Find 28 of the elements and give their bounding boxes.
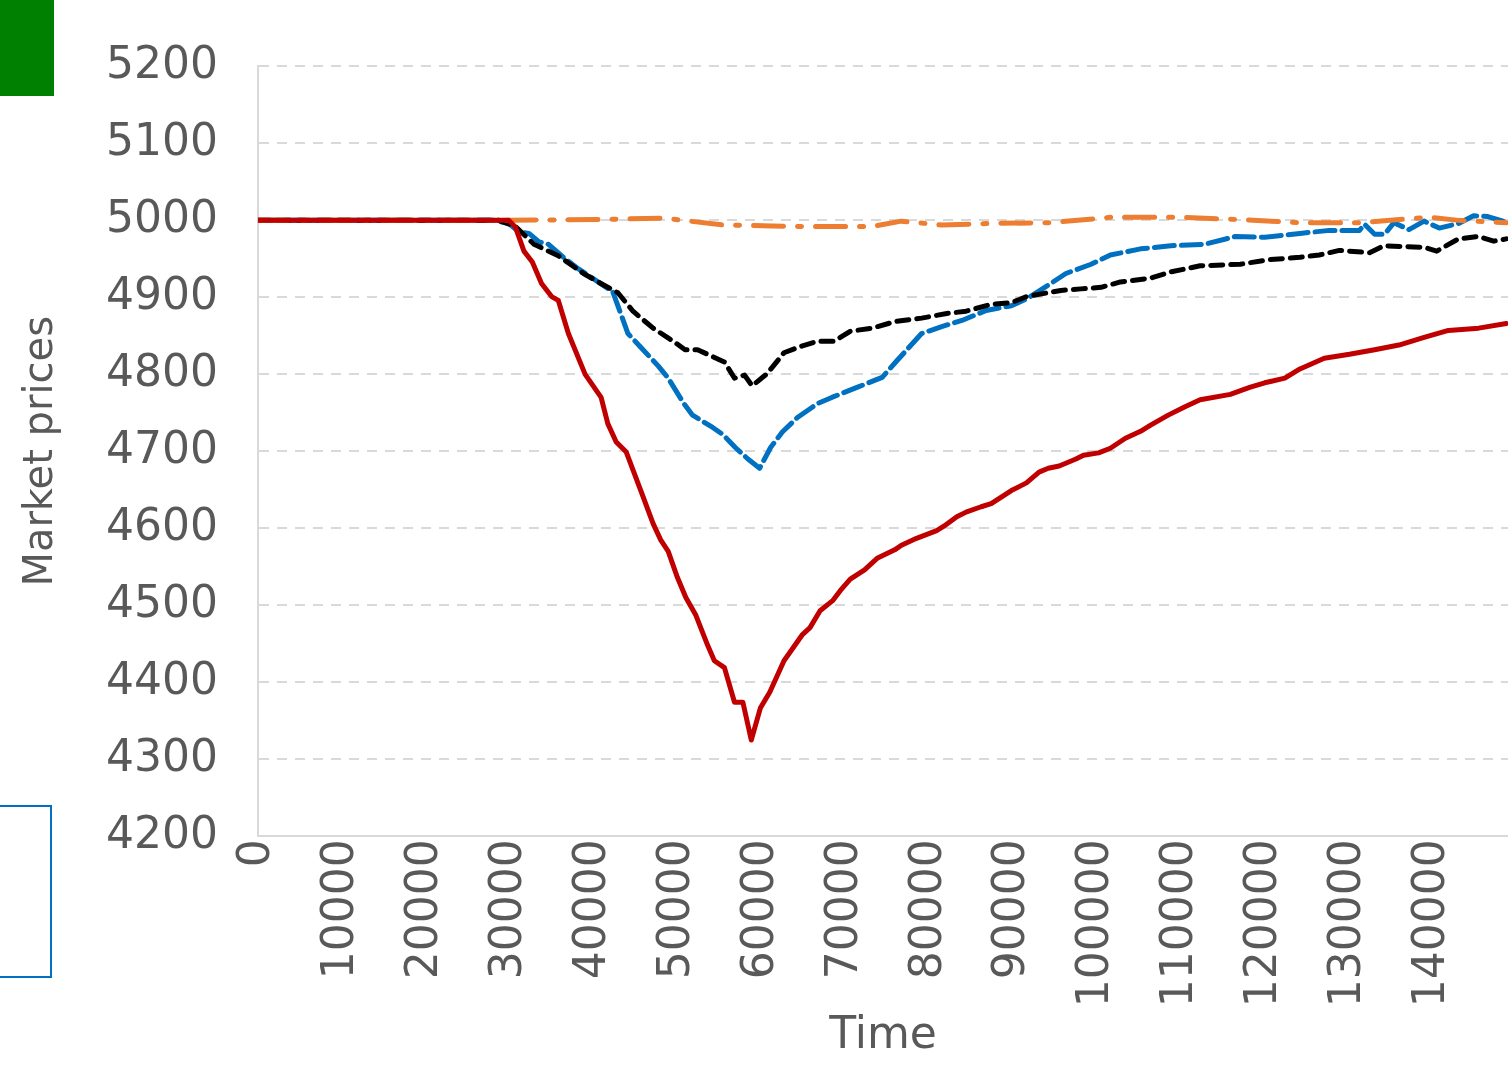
y-tick-label: 4900 [105, 267, 218, 319]
x-tick-label: 140000 [1402, 839, 1454, 1008]
y-tick-label: 4400 [105, 652, 218, 704]
x-tick-label: 40000 [563, 839, 615, 980]
x-tick-label: 120000 [1235, 839, 1287, 1008]
y-tick-label: 4200 [105, 806, 218, 858]
x-tick-label: 10000 [312, 839, 364, 980]
x-axis-title: Time [828, 1007, 937, 1059]
y-tick-label: 4700 [105, 421, 218, 473]
x-tick-label: 130000 [1319, 839, 1371, 1008]
x-tick-label: 20000 [396, 839, 448, 980]
x-tick-label: 50000 [647, 839, 699, 980]
x-tick-label: 80000 [899, 839, 951, 980]
y-tick-label: 5100 [105, 113, 218, 165]
y-tick-label: 4600 [105, 498, 218, 550]
y-tick-label: 5200 [105, 36, 218, 88]
x-tick-label: 110000 [1151, 839, 1203, 1008]
x-tick-label: 60000 [731, 839, 783, 980]
y-tick-label: 4500 [105, 575, 218, 627]
y-tick-label: 4300 [105, 729, 218, 781]
x-tick-label: 100000 [1067, 839, 1119, 1008]
x-tick-label: 30000 [480, 839, 532, 980]
y-tick-label: 5000 [105, 190, 218, 242]
y-axis-title: Market prices [15, 316, 62, 587]
x-tick-label: 70000 [815, 839, 867, 980]
x-tick-label: 0 [228, 839, 280, 868]
y-tick-label: 4800 [105, 344, 218, 396]
x-tick-label: 90000 [983, 839, 1035, 980]
